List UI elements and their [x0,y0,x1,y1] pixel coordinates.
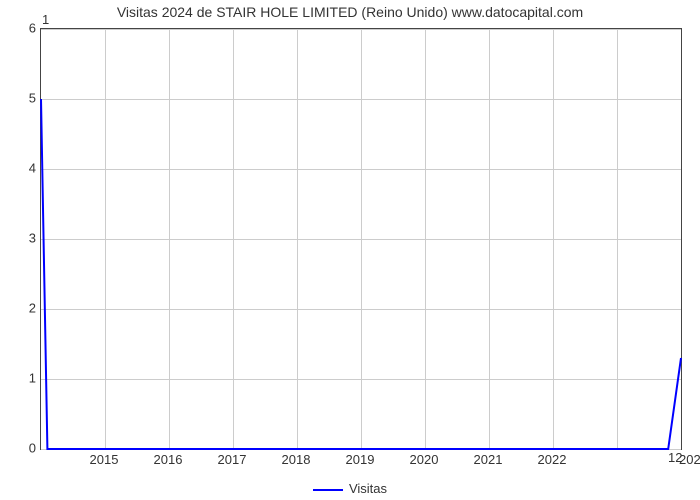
y-tick-label: 1 [6,371,36,386]
plot-area [40,28,682,450]
chart-title: Visitas 2024 de STAIR HOLE LIMITED (Rein… [0,4,700,20]
y-tick-label: 6 [6,21,36,36]
y-tick-label: 2 [6,301,36,316]
chart-container: Visitas 2024 de STAIR HOLE LIMITED (Rein… [0,0,700,500]
line-series [41,29,681,449]
y-tick-label: 5 [6,91,36,106]
x-tick-partial: 202 [679,452,700,467]
x-tick-label: 2016 [154,452,183,467]
x-tick-label: 2021 [474,452,503,467]
x-tick-label: 2022 [538,452,567,467]
y-tick-label: 4 [6,161,36,176]
x-tick-label: 2020 [410,452,439,467]
x-tick-label: 2017 [218,452,247,467]
legend-swatch [313,489,343,491]
y-tick-label: 0 [6,441,36,456]
legend: Visitas [0,481,700,496]
legend-label: Visitas [349,481,387,496]
x-tick-label: 2019 [346,452,375,467]
x-tick-label: 2018 [282,452,311,467]
x-tick-label: 2015 [90,452,119,467]
y-tick-label: 3 [6,231,36,246]
corner-label-top-left: 1 [42,12,49,27]
